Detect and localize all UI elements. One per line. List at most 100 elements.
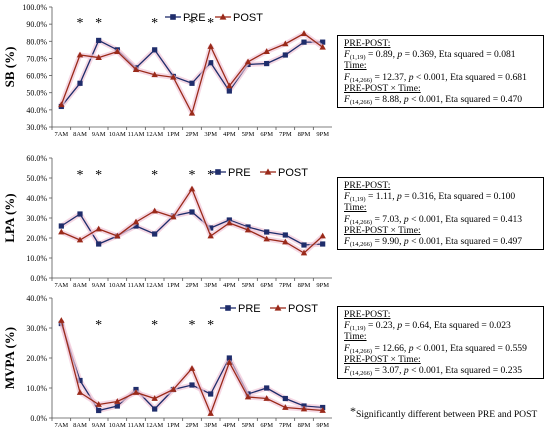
data-point-pre (226, 355, 232, 361)
data-point-post (282, 238, 289, 245)
data-point-pre (152, 231, 158, 237)
data-point-post (58, 317, 65, 323)
data-point-pre (189, 80, 195, 86)
stats-box-mvpa: PRE-POST: F(1,19) = 0.23, p = 0.64, Eta … (337, 306, 544, 380)
x-tick-label: 9AM (92, 131, 106, 138)
stats-header: PRE-POST: (344, 180, 391, 191)
x-tick-label: 2PM (186, 422, 199, 429)
data-point-post (58, 228, 65, 235)
data-point-post (76, 51, 84, 58)
legend-marker-pre (225, 305, 231, 311)
data-point-post (151, 71, 158, 78)
y-tick-label: 10.0% (26, 254, 47, 263)
data-point-pre (301, 242, 307, 248)
significance-star: * (207, 16, 214, 31)
data-point-pre (282, 232, 288, 238)
data-point-post (114, 398, 121, 404)
data-point-post (282, 40, 289, 47)
data-point-post (95, 225, 102, 232)
data-point-pre (77, 377, 83, 384)
x-tick-label: 3PM (204, 282, 217, 289)
x-tick-label: 9AM (92, 422, 106, 429)
y-tick-label: 0.0% (30, 414, 47, 423)
stats-header: PRE-POST: (344, 38, 391, 49)
data-point-pre (96, 407, 102, 414)
significance-star: * (189, 318, 196, 333)
data-point-pre (152, 47, 158, 53)
data-point-post (244, 226, 252, 233)
x-tick-label: 11AM (128, 131, 145, 138)
data-point-post (151, 207, 158, 214)
x-tick-label: 8AM (73, 282, 87, 289)
x-tick-label: 9PM (316, 282, 329, 289)
data-point-post (95, 54, 102, 60)
data-point-pre (282, 395, 288, 402)
x-tick-label: 7PM (279, 131, 292, 138)
data-point-post (244, 393, 252, 400)
y-tick-label: 40.0% (26, 106, 47, 115)
x-tick-label: 10AM (109, 131, 126, 138)
series-halo-pre (59, 37, 323, 108)
data-point-post (114, 232, 121, 239)
x-tick-label: 10AM (109, 422, 126, 429)
data-point-post (188, 185, 196, 192)
significance-star: * (77, 168, 84, 183)
data-point-pre (96, 37, 102, 44)
data-point-pre (208, 391, 214, 397)
data-point-post (300, 249, 308, 256)
legend-label-pre: PRE (228, 167, 251, 179)
data-point-pre (152, 406, 158, 412)
y-tick-label: 40.0% (26, 294, 47, 303)
legend-marker-post (274, 304, 282, 311)
x-tick-label: 3PM (204, 422, 217, 429)
significance-star: * (95, 318, 102, 333)
y-tick-label: 60.0% (26, 72, 47, 81)
data-point-post (300, 405, 308, 412)
x-tick-label: 7AM (54, 131, 68, 138)
data-point-post (263, 395, 270, 401)
x-tick-label: 1PM (167, 131, 180, 138)
chart-sb: 30.0% 40.0% 50.0% 60.0% 70.0% 80.0% 90.0% 100.0… (2, 3, 332, 138)
data-point-post (263, 48, 270, 54)
legend-marker-pre (215, 169, 221, 175)
data-point-post (226, 219, 233, 226)
x-tick-label: 5PM (242, 131, 255, 138)
data-point-post (300, 30, 308, 36)
data-point-post (170, 386, 177, 392)
x-tick-label: 4PM (223, 282, 236, 289)
chart-lpa: 0.0% 10.0% 20.0% 30.0% 40.0% 50.0% 60.0% 7AM 8AM… (2, 154, 332, 289)
y-axis-label: LPA (%) (2, 193, 17, 242)
data-point-post (170, 213, 177, 220)
x-tick-label: 9PM (316, 131, 329, 138)
series-line-pre (60, 39, 323, 107)
stats-header: PRE-POST: (344, 309, 391, 320)
data-point-post (76, 389, 84, 395)
x-tick-label: 5PM (242, 282, 255, 289)
legend-label-pre: PRE (238, 303, 261, 315)
data-point-post (263, 235, 270, 242)
x-tick-label: 12AM (146, 282, 163, 289)
y-tick-label: 60.0% (26, 154, 47, 163)
y-tick-label: 30.0% (26, 123, 47, 132)
data-point-post (58, 101, 65, 108)
y-axis-label: SB (%) (2, 47, 17, 88)
data-point-post (282, 404, 289, 410)
stats-box-lpa: PRE-POST: F(1,19) = 1.11, p = 0.316, Eta… (337, 177, 544, 251)
y-tick-label: 40.0% (26, 194, 47, 203)
data-point-post (132, 66, 140, 72)
data-point-pre (208, 225, 214, 231)
x-tick-label: 7PM (279, 282, 292, 289)
data-point-pre (77, 80, 83, 86)
y-tick-label: 30.0% (26, 214, 47, 223)
data-point-post (95, 401, 102, 407)
stats-header: Time: (344, 331, 367, 343)
data-point-pre (320, 39, 326, 45)
significance-star: * (151, 16, 158, 31)
x-tick-label: 1PM (167, 282, 180, 289)
data-point-pre (264, 229, 270, 235)
x-tick-label: 6PM (260, 131, 273, 138)
y-tick-label: 50.0% (26, 89, 47, 98)
legend-marker-post (264, 168, 272, 175)
x-tick-label: 2PM (186, 131, 199, 138)
